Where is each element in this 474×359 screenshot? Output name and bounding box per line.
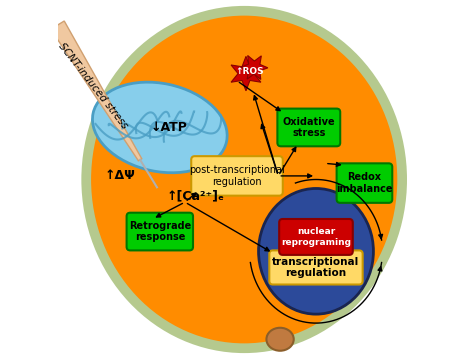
- FancyBboxPatch shape: [191, 156, 283, 196]
- Ellipse shape: [92, 82, 227, 173]
- Ellipse shape: [266, 328, 294, 351]
- FancyBboxPatch shape: [279, 219, 353, 255]
- Text: ↑ΔΨ: ↑ΔΨ: [105, 169, 136, 182]
- FancyBboxPatch shape: [127, 213, 193, 251]
- Ellipse shape: [86, 11, 402, 348]
- FancyBboxPatch shape: [277, 108, 340, 146]
- Text: Retrograde
response: Retrograde response: [128, 221, 191, 242]
- FancyBboxPatch shape: [337, 163, 392, 203]
- Polygon shape: [51, 21, 142, 161]
- Text: ↑[Ca²⁺]ₑ: ↑[Ca²⁺]ₑ: [167, 189, 225, 202]
- Text: SCNT-induced stress: SCNT-induced stress: [57, 41, 130, 131]
- Text: post-transcriptional
regulation: post-transcriptional regulation: [189, 165, 285, 187]
- Text: transcriptional
regulation: transcriptional regulation: [273, 257, 360, 278]
- Text: Oxidative
stress: Oxidative stress: [283, 117, 335, 138]
- Text: Redox
imbalance: Redox imbalance: [336, 172, 392, 194]
- Polygon shape: [241, 56, 268, 79]
- Text: nuclear
reprograming: nuclear reprograming: [281, 227, 351, 247]
- FancyBboxPatch shape: [269, 251, 363, 284]
- Polygon shape: [231, 56, 261, 91]
- Ellipse shape: [258, 188, 374, 314]
- Text: ↑ROS: ↑ROS: [235, 67, 264, 76]
- Text: ↓ATP: ↓ATP: [150, 121, 187, 134]
